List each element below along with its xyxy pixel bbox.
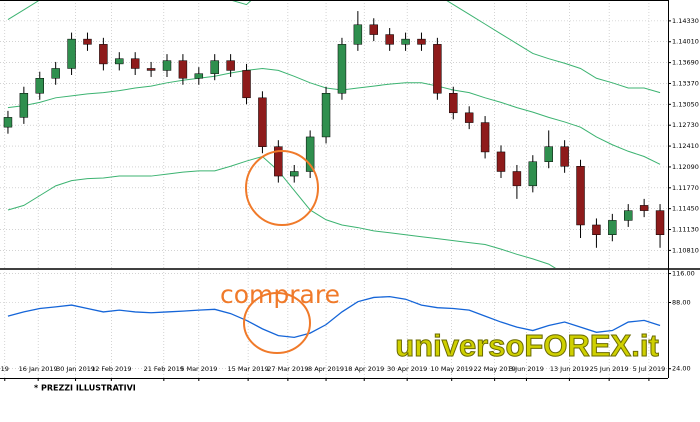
candle-body — [258, 97, 267, 147]
y-tick-label: 1.14010 — [672, 38, 699, 46]
annotation: comprare — [220, 280, 340, 309]
y-tick-label: 1.10810 — [672, 246, 699, 254]
highlight-circle — [243, 292, 311, 354]
y-tick-label: 1.11450 — [672, 205, 699, 213]
candle-body — [592, 224, 601, 235]
x-tick-label: 3 Jun 2019 — [509, 365, 544, 373]
x-tick-label: 13 Jun 2019 — [550, 365, 589, 373]
candle-body — [560, 146, 569, 167]
candle-body — [178, 60, 188, 79]
x-tick-label: 22 May 2019 — [473, 365, 515, 373]
candle-body — [130, 58, 140, 69]
candle-body — [353, 24, 363, 45]
candle-body — [19, 92, 29, 118]
candle-body — [401, 38, 410, 45]
x-tick-label: 18 Apr 2019 — [344, 365, 384, 373]
x-tick-label: 27 Mar 2019 — [267, 365, 308, 373]
highlight-circle — [245, 150, 319, 226]
candle-body — [67, 38, 76, 69]
candle-body — [624, 210, 633, 221]
y-tick-label: 88.00 — [672, 299, 691, 307]
candle-body — [528, 161, 538, 187]
candle-body — [210, 60, 219, 74]
candle-body — [3, 117, 13, 128]
x-tick-label: 25 Jun 2019 — [590, 365, 629, 373]
candle-body — [51, 68, 60, 79]
y-tick-label: 24.00 — [672, 365, 691, 373]
grid — [0, 0, 668, 378]
x-tick-label: 12 Feb 2019 — [91, 365, 131, 373]
y-tick-label: 1.12090 — [672, 163, 699, 171]
band-line — [7, 0, 661, 94]
candle-body — [115, 58, 124, 65]
candle-body — [242, 70, 251, 99]
candle-body — [464, 112, 474, 123]
candle-body — [226, 60, 235, 71]
candle-body — [385, 34, 394, 45]
indicator-line — [7, 295, 661, 339]
watermark: universoFOREX.it — [395, 328, 659, 363]
y-tick-label: 1.13370 — [672, 79, 699, 87]
x-tick-label: 8 Apr 2019 — [308, 365, 344, 373]
y-tick-label: 1.13050 — [672, 100, 699, 108]
x-tick-label: 15 Mar 2019 — [228, 365, 269, 373]
band-line — [7, 155, 557, 268]
candle-body — [290, 171, 299, 177]
x-tick-label: 21 Feb 2019 — [144, 365, 184, 373]
candle-body — [99, 44, 108, 65]
candle-body — [433, 44, 442, 94]
candle-body — [655, 210, 665, 235]
y-tick-label: 116.00 — [672, 270, 695, 278]
candle-body — [608, 220, 617, 235]
x-tick-label: 30 Jan 2019 — [56, 365, 95, 373]
candle-body — [305, 136, 315, 172]
band-line — [7, 67, 661, 165]
candle-body — [83, 38, 92, 45]
candle-body — [639, 205, 649, 211]
price-panel — [3, 0, 665, 268]
candle-body — [480, 122, 490, 153]
indicator-panel — [7, 295, 661, 339]
candle-body — [544, 146, 553, 162]
x-tick-label: 5 Jul 2019 — [633, 365, 666, 373]
y-tick-label: 1.11770 — [672, 184, 699, 192]
candle-body — [274, 146, 283, 177]
candle-body — [576, 166, 585, 226]
x-tick-label: 10 May 2019 — [430, 365, 472, 373]
axes: 1.14330 1.14010 1.13690 1.13370 1.13050 1.127… — [0, 0, 700, 381]
y-tick-label: 1.14330 — [672, 17, 699, 25]
candle-body — [337, 44, 347, 94]
candle-body — [417, 38, 426, 45]
candle-body — [146, 68, 156, 71]
x-tick-label: 19 — [1, 365, 9, 373]
footnote: * PREZZI ILLUSTRATIVI — [34, 384, 136, 393]
candle-body — [369, 24, 378, 35]
x-tick-label: 5 Mar 2019 — [180, 365, 217, 373]
candle-body — [194, 73, 204, 79]
candle-body — [496, 151, 506, 172]
y-tick-label: 1.12730 — [672, 121, 699, 129]
candle-body — [35, 77, 44, 94]
candle-body — [321, 92, 331, 138]
y-tick-label: 1.12410 — [672, 142, 699, 150]
x-tick-label: 16 Jan 2019 — [19, 365, 58, 373]
x-tick-label: 30 Apr 2019 — [387, 365, 427, 373]
y-tick-label: 1.13690 — [672, 59, 699, 67]
y-tick-label: 1.11130 — [672, 226, 699, 234]
candle-body — [162, 60, 172, 71]
candle-body — [449, 92, 458, 114]
candle-body — [512, 171, 522, 187]
